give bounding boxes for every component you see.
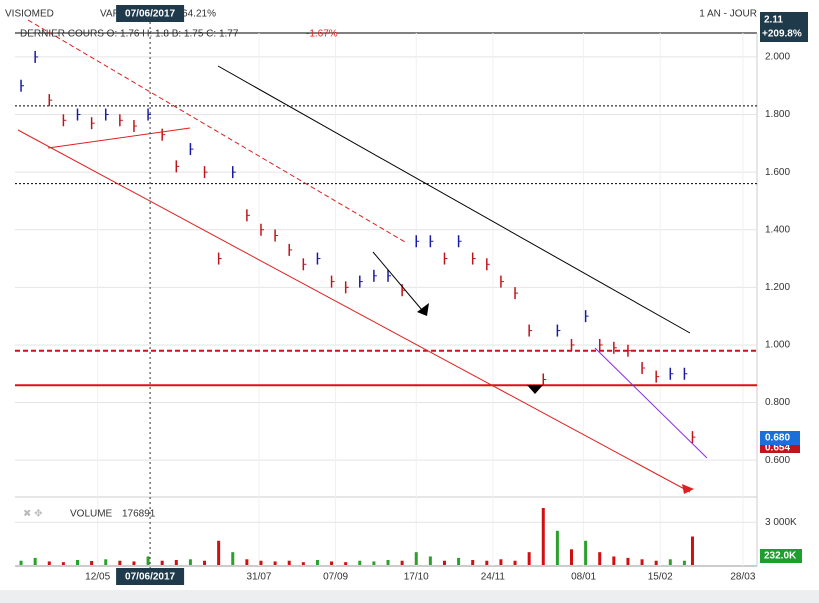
trend-line	[17, 129, 691, 493]
trend-line	[47, 127, 191, 149]
trend-arrow	[372, 251, 423, 311]
volume-bar	[668, 559, 672, 565]
volume-bar	[400, 560, 404, 565]
x-tick-label: 24/11	[481, 572, 506, 583]
volume-bar	[301, 562, 305, 565]
crosshair-date: 07/06/2017	[125, 9, 175, 20]
high-box	[760, 12, 808, 42]
high-change: +209.8%	[762, 29, 802, 40]
y-tick-label: 2.000	[765, 52, 790, 63]
volume-bar	[259, 560, 263, 565]
y-tick-label: 1.000	[765, 340, 790, 351]
volume-bar	[61, 562, 65, 565]
x-tick-label: 07/09	[323, 572, 348, 583]
trend-line	[217, 65, 691, 334]
volume-bar	[626, 557, 630, 565]
volume-bar	[584, 540, 588, 565]
high-label: 2.11	[764, 15, 783, 26]
y-tick-label: 1.600	[765, 167, 790, 178]
volume-bar	[555, 530, 559, 565]
volume-bar	[499, 559, 503, 565]
plot: 0.600 0.800 1.000 1.200 1.400 1.600 1.800 2.000…	[15, 33, 797, 583]
last-box	[760, 431, 800, 445]
volume-bar	[690, 536, 694, 565]
volume-bar	[132, 561, 136, 565]
volume-icons[interactable]: ✖ ✥	[23, 509, 43, 520]
x-tick-label: 15/02	[648, 572, 673, 583]
crosshair: 07/06/2017 07/06/2017	[116, 5, 185, 585]
quote-line: DERNIER COURS O: 1.76 H: 1.8 B: 1.75 C: …	[20, 29, 239, 40]
volume-bar	[245, 559, 249, 565]
volume-bar	[471, 560, 475, 565]
volume-bar	[344, 562, 348, 565]
title: VISIOMED	[5, 9, 54, 20]
volume-bar	[598, 552, 602, 565]
arrow-head	[527, 385, 543, 394]
volume-bar	[612, 556, 616, 565]
volume-last: 176891	[122, 509, 156, 520]
volume-bar	[231, 552, 235, 565]
volume-bar	[485, 560, 489, 565]
volume-now-box	[760, 549, 802, 563]
crosshair-date: 07/06/2017	[125, 572, 175, 583]
x-tick-label: 08/01	[571, 572, 596, 583]
volume-bar	[386, 560, 390, 565]
volume-bar	[273, 561, 277, 565]
volume-bar	[372, 561, 376, 565]
last-label: 0.680	[765, 433, 790, 444]
x-tick-label: 17/10	[404, 572, 429, 583]
volume-now-label: 232.0K	[764, 551, 797, 562]
period: 1 AN - JOUR	[699, 9, 757, 20]
y-tick-label: 1.200	[765, 282, 790, 293]
volume-bar	[541, 508, 545, 565]
volume-bar	[160, 560, 164, 565]
x-tick-label: 31/07	[246, 572, 271, 583]
volume-bar	[19, 560, 23, 565]
volume-bar	[174, 560, 178, 565]
y-tick-label: 0.800	[765, 397, 790, 408]
y-tick-label: 0.600	[765, 455, 790, 466]
volume-bar	[428, 556, 432, 565]
quote-change: -1.67%	[306, 29, 338, 40]
volume-bar	[90, 561, 94, 565]
trend-line	[27, 19, 406, 243]
volume-bar	[527, 552, 531, 565]
footer-strip	[0, 590, 819, 603]
volume-bar	[188, 559, 192, 565]
volume-title: VOLUME	[70, 509, 113, 520]
y-tick-label: 1.800	[765, 109, 790, 120]
volume-bar	[76, 560, 80, 565]
arrow-head	[417, 303, 429, 316]
volume-bar	[640, 559, 644, 565]
volume-bar	[33, 557, 37, 565]
x-tick-label: 12/05	[85, 572, 110, 583]
y-tick-label: 1.400	[765, 224, 790, 235]
trend-line	[594, 347, 708, 459]
volume-bar	[358, 560, 362, 565]
volume-bar	[457, 557, 461, 565]
volume-bar	[654, 560, 658, 565]
volume-bar	[513, 560, 517, 565]
volume-bar	[118, 560, 122, 565]
crosshair-top-box	[116, 5, 185, 22]
volume-bar	[47, 561, 51, 565]
x-tick-label: 28/03	[730, 572, 755, 583]
volume-bar	[442, 560, 446, 565]
volume-bar	[330, 561, 334, 565]
volume-bar	[414, 552, 418, 565]
volume-bar	[146, 556, 150, 565]
volume-bar	[682, 560, 686, 565]
crosshair-bottom-box	[116, 568, 185, 585]
volume-bar	[217, 540, 221, 565]
y-tick-label: 3 000K	[765, 517, 797, 528]
prev-label: 0.654	[765, 443, 790, 454]
volume-bar	[104, 559, 108, 565]
volume-bar	[203, 560, 207, 565]
arrow-head	[682, 484, 694, 494]
volume-bar	[315, 560, 319, 565]
volume-bar	[287, 560, 291, 565]
volume-bar	[570, 549, 573, 565]
